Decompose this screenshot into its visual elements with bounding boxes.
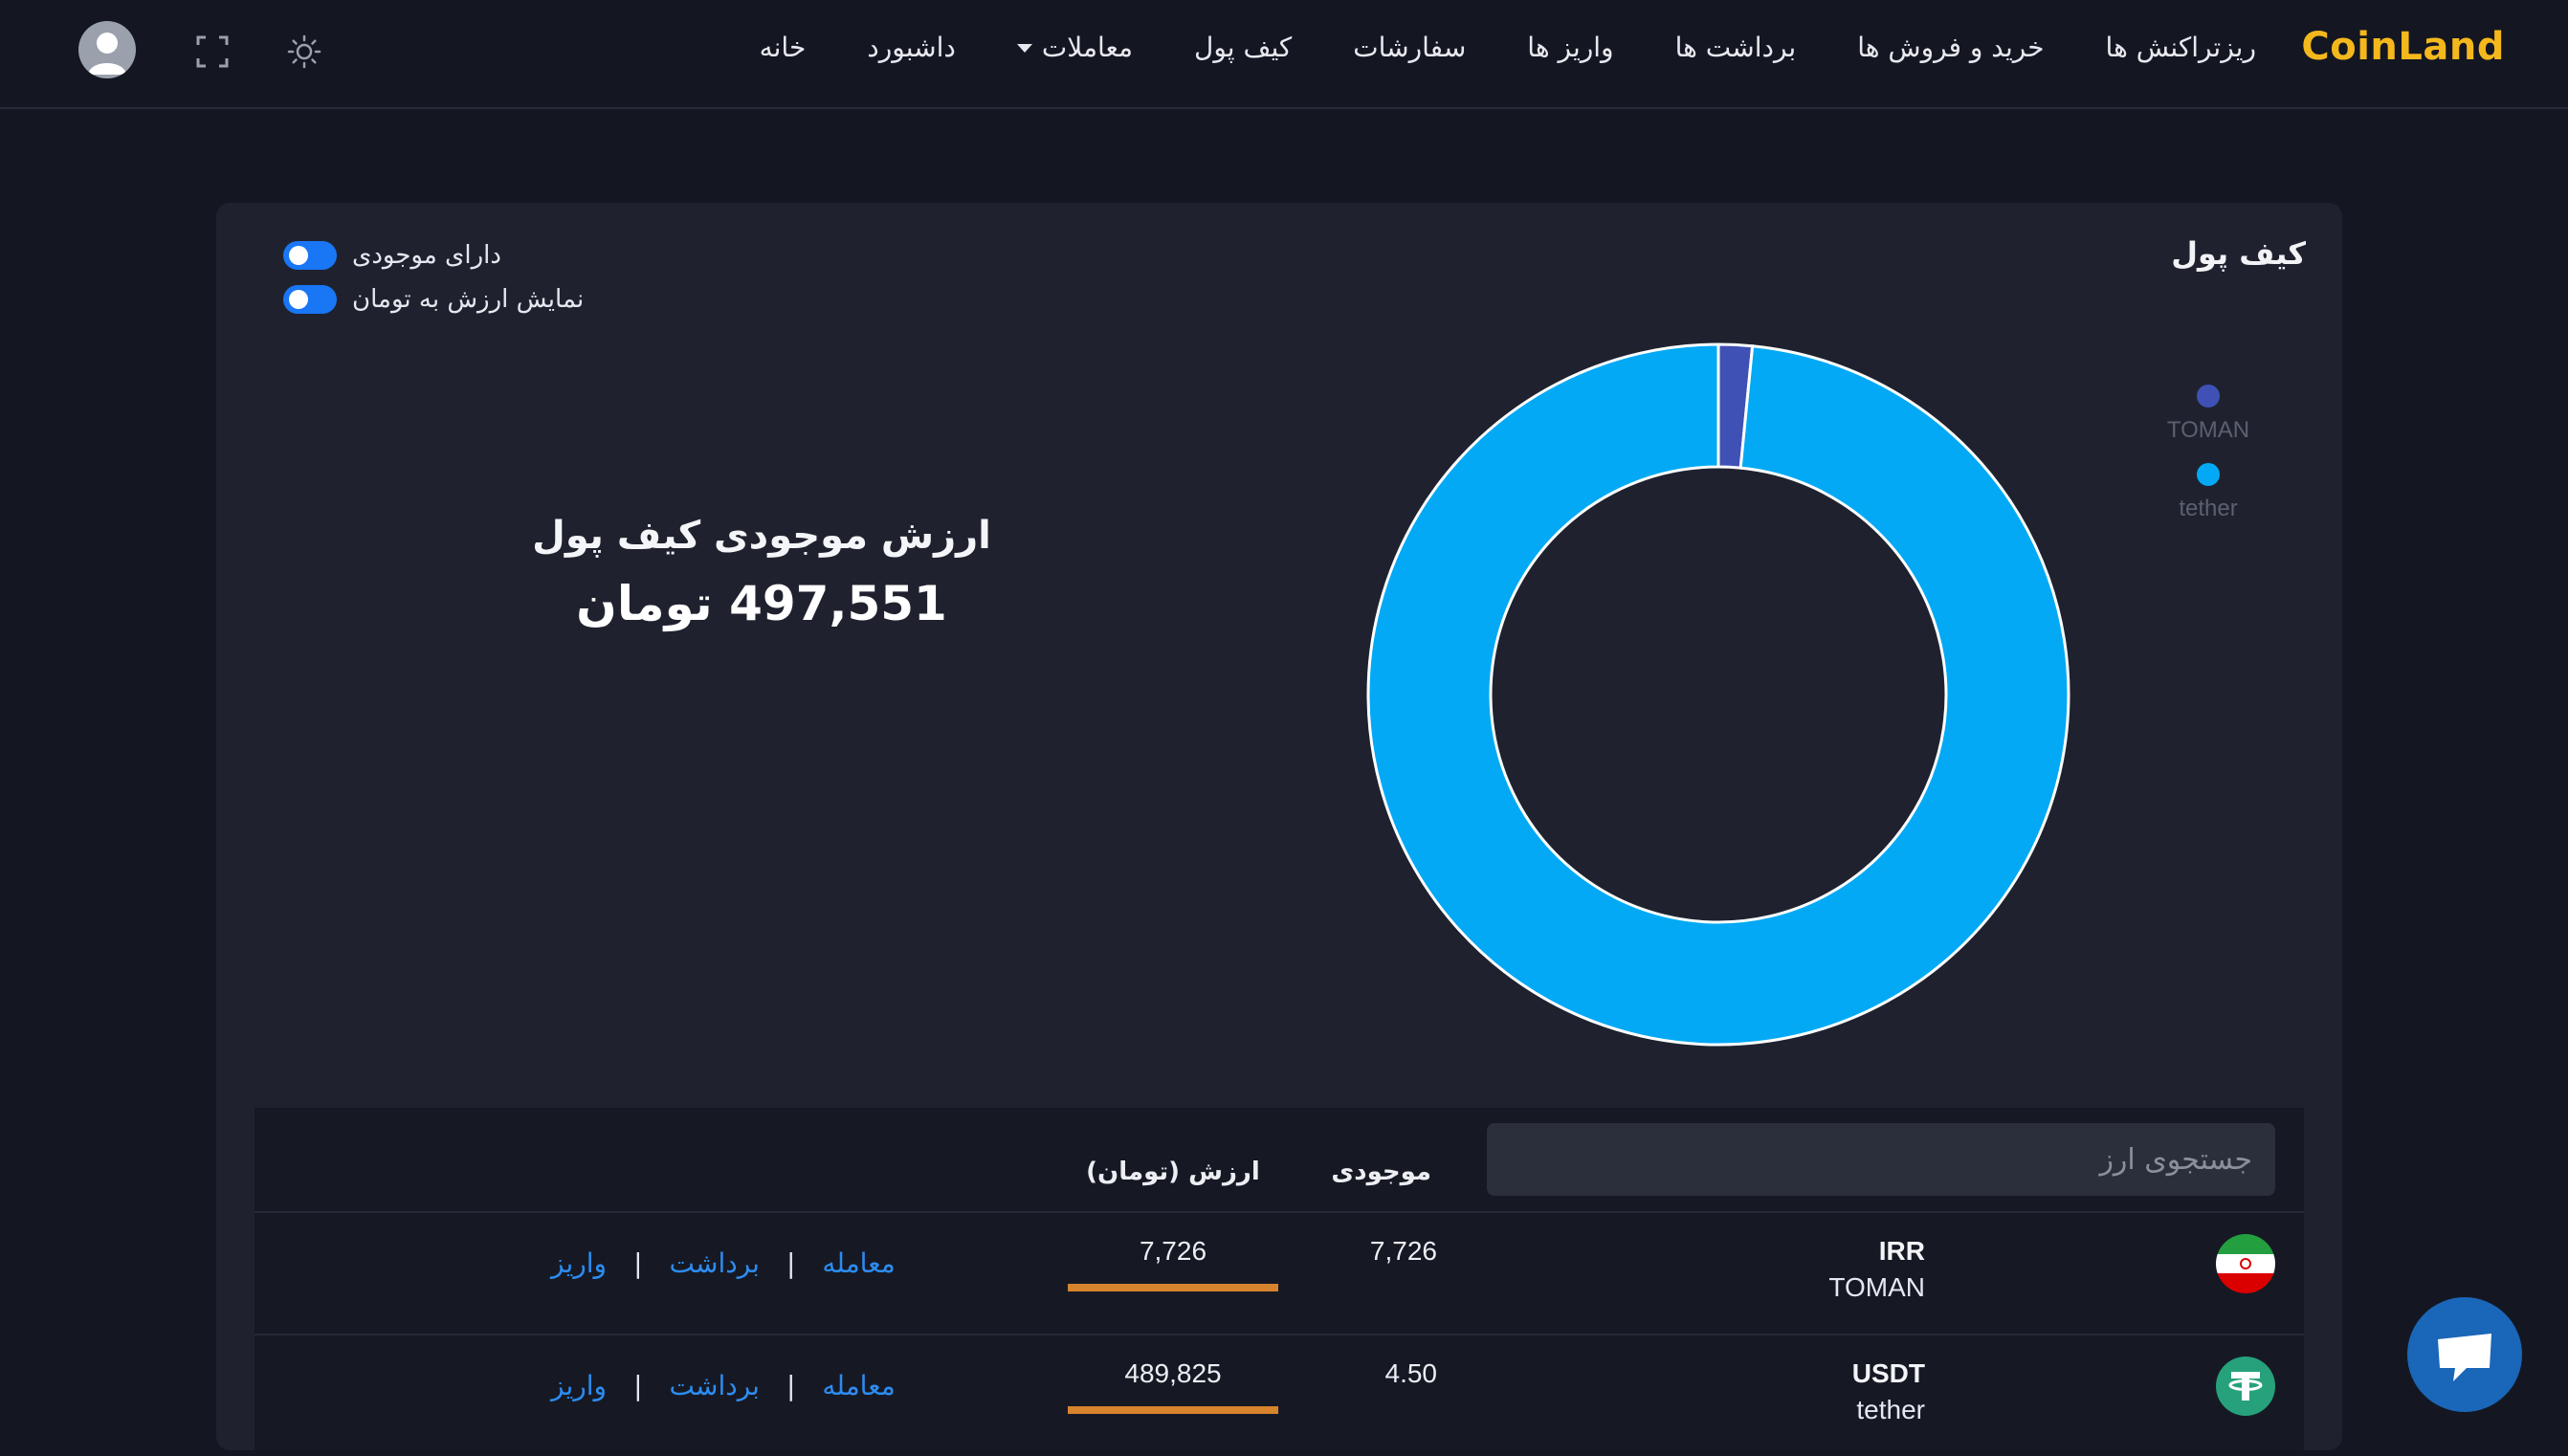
nav-label: سفارشات <box>1353 32 1467 63</box>
legend-item-toman[interactable]: TOMAN <box>2151 385 2266 444</box>
nav-label: کیف پول <box>1194 32 1293 63</box>
nav-label: ریزتراکنش ها <box>2105 32 2256 63</box>
nav-item-orders[interactable]: سفارشات <box>1322 29 1496 67</box>
wallet-donut-chart <box>1366 342 2070 1047</box>
withdraw-link[interactable]: برداشت <box>669 1247 760 1279</box>
nav-item-wallet[interactable]: کیف پول <box>1163 29 1322 67</box>
nav-label: برداشت ها <box>1674 32 1797 63</box>
nav-item-home[interactable]: خانه <box>729 29 837 67</box>
top-navbar: CoinLand خانه داشبورد معاملات کیف پول سف… <box>0 0 2568 109</box>
header-balance: موجودی <box>1331 1158 1431 1186</box>
deposit-link[interactable]: واریز <box>551 1370 608 1401</box>
value-bar <box>1068 1406 1278 1414</box>
coin-name: tether <box>1856 1395 1925 1424</box>
separator: | <box>786 1247 796 1279</box>
nav-label: داشبورد <box>867 32 956 63</box>
value-cell: 7,726 <box>1139 1236 1207 1266</box>
user-silhouette-icon <box>88 33 126 75</box>
nav-item-dashboard[interactable]: داشبورد <box>836 29 986 67</box>
toggle-label: دارای موجودی <box>352 241 501 270</box>
wallet-card: کیف پول دارای موجودی نمایش ارزش به تومان… <box>216 203 2342 1450</box>
nav-label: معاملات <box>1041 32 1133 63</box>
brand-logo[interactable]: CoinLand <box>2301 25 2505 69</box>
row-actions: معامله | برداشت | واریز <box>551 1247 896 1279</box>
nav-label: واریز ها <box>1527 32 1614 63</box>
header-value: ارزش (تومان) <box>1086 1158 1260 1186</box>
currency-search-input[interactable] <box>1487 1123 2275 1196</box>
total-value-label: ارزش موجودی کیف پول <box>532 514 991 558</box>
donut-slice-tether[interactable] <box>1366 342 2070 1047</box>
separator: | <box>786 1370 796 1401</box>
nav-label: خانه <box>759 32 807 63</box>
nav-item-transactions[interactable]: ریزتراکنش ها <box>2075 29 2287 67</box>
has-balance-switch[interactable] <box>283 241 337 270</box>
nav-item-buy-sell[interactable]: خرید و فروش ها <box>1826 29 2074 67</box>
legend-label: TOMAN <box>2166 417 2250 443</box>
separator: | <box>633 1247 643 1279</box>
card-title: کیف پول <box>2171 235 2306 272</box>
trade-link[interactable]: معامله <box>822 1247 896 1279</box>
total-value-amount: 497,551 تومان <box>576 576 947 631</box>
chat-icon <box>2438 1334 2491 1381</box>
toggle-show-toman[interactable]: نمایش ارزش به تومان <box>283 285 584 314</box>
legend-dot <box>2197 463 2220 486</box>
coin-symbol: USDT <box>1851 1358 1925 1388</box>
value-cell: 489,825 <box>1124 1358 1222 1388</box>
nav-item-withdrawals[interactable]: برداشت ها <box>1645 29 1827 67</box>
value-bar <box>1068 1284 1278 1291</box>
fullscreen-icon[interactable] <box>195 34 230 69</box>
toggle-label: نمایش ارزش به تومان <box>352 285 585 314</box>
value-bar-fill <box>1068 1284 1278 1291</box>
wallet-table: موجودی ارزش (تومان) IRR TOMAN 7,726 7,72… <box>255 1108 2304 1450</box>
balance-cell: 7,726 <box>1369 1236 1437 1266</box>
balance-cell: 4.50 <box>1384 1358 1438 1388</box>
main-nav: خانه داشبورد معاملات کیف پول سفارشات وار… <box>729 29 2287 67</box>
nav-item-trades[interactable]: معاملات <box>986 29 1163 67</box>
value-bar-fill <box>1068 1406 1278 1414</box>
caret-down-icon <box>1016 43 1032 53</box>
separator: | <box>633 1370 643 1401</box>
coin-symbol: IRR <box>1878 1236 1925 1266</box>
coin-name: TOMAN <box>1828 1272 1925 1302</box>
user-avatar-icon[interactable] <box>78 21 136 78</box>
table-row: USDT tether 4.50 489,825 معامله | برداشت… <box>255 1334 2304 1456</box>
row-actions: معامله | برداشت | واریز <box>551 1370 896 1401</box>
withdraw-link[interactable]: برداشت <box>669 1370 760 1401</box>
legend-item-tether[interactable]: tether <box>2151 463 2266 522</box>
toggle-has-balance[interactable]: دارای موجودی <box>283 241 501 270</box>
nav-label: خرید و فروش ها <box>1857 32 2045 63</box>
sun-icon[interactable] <box>285 33 323 71</box>
table-row: IRR TOMAN 7,726 7,726 معامله | برداشت | … <box>255 1211 2304 1334</box>
chat-button[interactable] <box>2407 1297 2522 1412</box>
legend-label: tether <box>2179 496 2238 521</box>
show-toman-switch[interactable] <box>283 285 337 314</box>
iran-flag-icon <box>2216 1234 2275 1293</box>
tether-icon <box>2216 1357 2275 1416</box>
trade-link[interactable]: معامله <box>822 1370 896 1401</box>
deposit-link[interactable]: واریز <box>551 1247 608 1279</box>
legend-dot <box>2197 385 2220 408</box>
chart-legend: TOMAN tether <box>2151 385 2266 541</box>
nav-item-deposits[interactable]: واریز ها <box>1496 29 1644 67</box>
